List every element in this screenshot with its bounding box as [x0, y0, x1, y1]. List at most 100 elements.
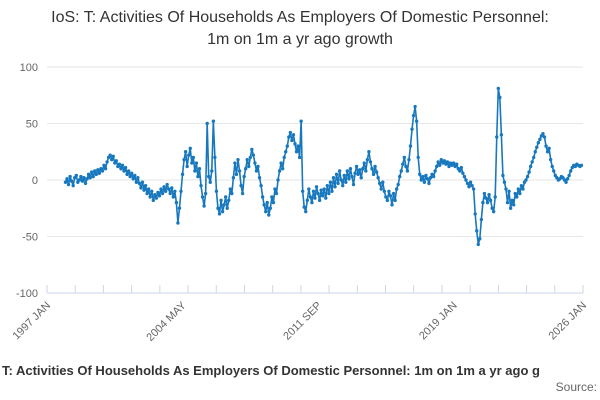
footer-source-label: Source:	[555, 380, 597, 394]
data-series-markers	[63, 86, 584, 247]
data-point-marker	[268, 206, 273, 210]
data-point-marker	[159, 187, 163, 191]
data-point-marker	[328, 180, 333, 184]
data-point-marker	[194, 161, 199, 165]
data-point-marker	[302, 205, 306, 209]
data-point-marker	[179, 189, 183, 193]
data-point-marker	[125, 172, 129, 177]
data-point-marker	[547, 146, 551, 151]
data-point-marker	[287, 135, 291, 139]
data-point-marker	[333, 185, 337, 189]
data-point-marker	[200, 195, 205, 199]
data-point-marker	[150, 189, 154, 193]
data-point-marker	[434, 164, 439, 169]
data-point-marker	[166, 187, 171, 191]
data-point-marker	[317, 198, 322, 203]
data-point-marker	[250, 147, 254, 152]
data-point-marker	[552, 169, 556, 173]
data-point-marker	[393, 198, 397, 203]
data-point-marker	[488, 198, 493, 203]
data-point-marker	[516, 187, 521, 191]
data-point-marker	[379, 187, 383, 191]
data-point-marker	[407, 157, 411, 162]
data-point-marker	[308, 195, 313, 199]
data-point-marker	[284, 150, 288, 154]
data-point-marker	[108, 153, 112, 157]
data-point-marker	[327, 191, 331, 196]
data-point-marker	[530, 160, 534, 164]
data-point-marker	[473, 212, 477, 216]
data-point-marker	[401, 162, 405, 166]
data-point-marker	[490, 206, 494, 210]
data-point-marker	[331, 176, 336, 180]
footer-series-label: T: Activities Of Households As Employers…	[2, 363, 540, 378]
data-point-marker	[213, 155, 217, 160]
data-point-marker	[253, 161, 257, 165]
data-point-marker	[91, 174, 95, 179]
data-point-marker	[256, 164, 260, 169]
data-point-marker	[396, 182, 400, 187]
data-point-marker	[199, 183, 203, 188]
data-point-marker	[524, 178, 528, 182]
data-point-marker	[567, 173, 571, 178]
data-point-marker	[419, 178, 423, 182]
data-point-marker	[550, 164, 554, 169]
data-point-marker	[157, 194, 162, 198]
data-point-marker	[168, 191, 172, 196]
data-point-marker	[548, 157, 553, 162]
data-point-marker	[381, 180, 385, 184]
data-point-marker	[535, 145, 539, 149]
data-point-marker	[203, 191, 208, 196]
data-point-marker	[508, 206, 513, 210]
data-point-marker	[80, 179, 85, 183]
data-point-marker	[374, 170, 379, 174]
data-point-marker	[270, 195, 274, 199]
data-point-marker	[130, 171, 134, 175]
data-point-marker	[190, 161, 194, 165]
data-point-marker	[225, 206, 229, 210]
data-point-marker	[314, 185, 319, 189]
data-point-marker	[109, 157, 114, 162]
data-point-marker	[462, 174, 467, 179]
data-point-marker	[470, 183, 474, 188]
data-point-marker	[307, 187, 311, 191]
data-point-marker	[324, 196, 328, 200]
data-point-marker	[431, 174, 436, 179]
data-point-marker	[464, 178, 468, 182]
data-point-marker	[208, 180, 212, 184]
data-point-marker	[394, 187, 399, 191]
data-point-marker	[564, 180, 568, 184]
data-point-marker	[82, 176, 86, 180]
data-point-marker	[122, 169, 126, 173]
data-point-marker	[367, 150, 371, 154]
data-point-marker	[176, 221, 180, 225]
data-point-marker	[277, 169, 282, 173]
data-point-marker	[71, 183, 75, 188]
data-point-marker	[185, 164, 189, 169]
data-point-marker	[182, 157, 186, 162]
data-point-marker	[414, 119, 419, 123]
data-point-marker	[425, 177, 430, 181]
data-point-marker	[310, 200, 314, 205]
x-axis-tick-label: 2004 MAY	[144, 299, 189, 344]
data-point-marker	[447, 164, 451, 169]
data-point-marker	[140, 180, 145, 184]
data-point-marker	[371, 172, 376, 177]
data-point-marker	[299, 119, 303, 123]
data-point-marker	[177, 206, 182, 210]
data-point-marker	[536, 141, 541, 145]
data-point-marker	[459, 165, 464, 170]
data-point-marker	[68, 174, 72, 179]
data-point-marker	[231, 176, 236, 180]
data-point-marker	[264, 209, 268, 214]
data-point-marker	[361, 167, 365, 171]
data-point-marker	[504, 187, 508, 191]
data-point-marker	[313, 196, 317, 200]
x-axis-labels: 1997 JAN 2004 MAY 2011 SEP 2019 JAN 2026 JAN	[10, 299, 589, 344]
data-point-marker	[511, 203, 516, 207]
data-point-marker	[519, 183, 524, 188]
data-point-marker	[280, 167, 285, 171]
data-point-marker	[405, 169, 410, 173]
data-point-marker	[151, 198, 155, 203]
data-point-marker	[227, 198, 231, 203]
